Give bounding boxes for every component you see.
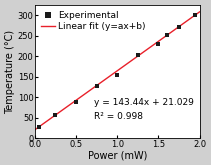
Point <box>74 101 78 103</box>
X-axis label: Power (mW): Power (mW) <box>88 150 147 160</box>
Legend: Experimental, Linear fit (y=ax+b): Experimental, Linear fit (y=ax+b) <box>39 9 148 33</box>
Point <box>194 14 197 16</box>
Point <box>95 84 98 87</box>
Point <box>157 43 160 45</box>
Text: y = 143.44x + 21.029: y = 143.44x + 21.029 <box>94 99 194 108</box>
Point <box>116 73 119 76</box>
Point <box>177 26 181 29</box>
Text: R² = 0.998: R² = 0.998 <box>94 112 143 121</box>
Point <box>37 126 41 128</box>
Point <box>165 33 168 36</box>
Point <box>136 54 139 56</box>
Point <box>54 114 57 116</box>
Y-axis label: Temperature (°C): Temperature (°C) <box>5 30 15 114</box>
